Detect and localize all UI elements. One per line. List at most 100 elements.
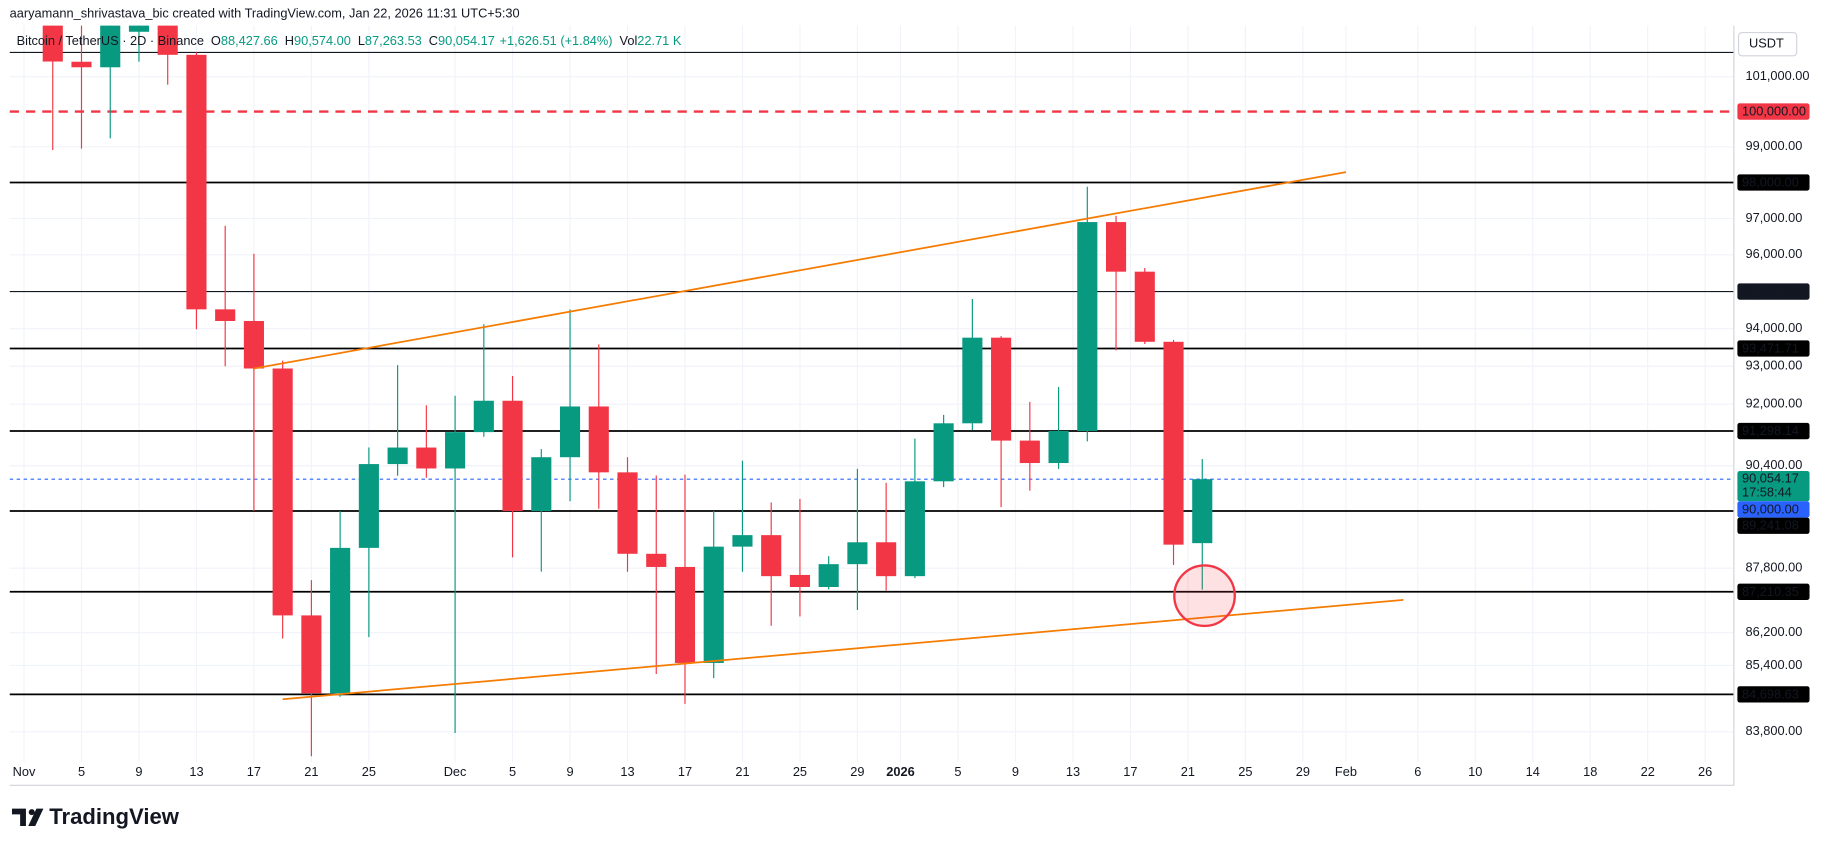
- candle-body: [1048, 430, 1069, 464]
- field-key: C: [429, 33, 438, 48]
- level-label-box: [1737, 583, 1810, 600]
- logo-mark: [28, 808, 44, 827]
- candle-body: [42, 25, 63, 62]
- field-key: O: [211, 33, 221, 48]
- x-tick-label: 6: [1414, 764, 1421, 779]
- symbol: Bitcoin / TetherUS · 2D · Binance: [17, 33, 204, 48]
- candle-body: [186, 54, 207, 310]
- x-tick-label: 25: [793, 764, 807, 779]
- level-label: 91,298.14: [1742, 423, 1799, 438]
- y-tick-label: 94,000.00: [1746, 320, 1803, 335]
- credit: aaryamann_shrivastava_bic created with T…: [10, 5, 520, 20]
- candle-body: [1192, 479, 1213, 544]
- x-tick-label: 18: [1583, 764, 1597, 779]
- candle-body: [847, 542, 868, 565]
- candle-body: [71, 61, 92, 68]
- level-label-box: [1737, 517, 1810, 534]
- field-key: L: [358, 33, 365, 48]
- y-tick-label: 97,000.00: [1746, 210, 1803, 225]
- currency: USDT: [1749, 36, 1784, 51]
- candle-body: [617, 472, 638, 554]
- candle-body: [703, 546, 724, 663]
- level-label-box: [1737, 686, 1810, 703]
- y-tick-label: 83,800.00: [1746, 723, 1803, 738]
- level-label: 89,241.08: [1742, 518, 1799, 533]
- y-tick-label: 87,800.00: [1746, 560, 1803, 575]
- candle-body: [272, 368, 293, 616]
- level-label: 98,000.00: [1742, 174, 1799, 189]
- volume-value: 22.71 K: [637, 33, 682, 48]
- candle-body: [502, 400, 523, 512]
- level-label-box: [1737, 340, 1810, 357]
- y-tick-label: 92,000.00: [1746, 396, 1803, 411]
- x-tick-label: 2026: [886, 764, 914, 779]
- candle-body: [646, 553, 667, 567]
- candle-body: [991, 337, 1012, 441]
- candle-body: [1105, 222, 1127, 272]
- x-tick-label: 29: [850, 764, 864, 779]
- x-tick-label: 25: [362, 764, 376, 779]
- level-label: 87,210.35: [1742, 584, 1799, 599]
- price-labels: USDT 100,000.00 98,000.00 95,000.00 93,471.7…: [1737, 31, 1810, 703]
- candle-body: [962, 337, 983, 424]
- x-tick-label: Nov: [13, 764, 36, 779]
- field-key: H: [285, 33, 294, 48]
- x-tick-label: 5: [78, 764, 85, 779]
- level-label-box: [1737, 174, 1810, 191]
- x-tick-label: 17: [247, 764, 261, 779]
- brand: TradingView: [49, 804, 180, 829]
- candle-body: [904, 481, 925, 577]
- x-tick-label: 13: [1066, 764, 1080, 779]
- x-tick-label: 13: [189, 764, 203, 779]
- logo-mark: [11, 808, 26, 827]
- y-tick-label: 93,000.00: [1746, 358, 1803, 373]
- x-tick-label: 9: [135, 764, 142, 779]
- alert-label: 90,000.00: [1742, 501, 1799, 516]
- x-tick-label: 5: [509, 764, 516, 779]
- field-value: 90,054.17: [438, 33, 495, 48]
- symbol-header: Bitcoin / TetherUS · 2D · Binance O88,427…: [17, 33, 682, 48]
- y-tick-label: 99,000.00: [1746, 138, 1803, 153]
- candle-body: [330, 547, 351, 694]
- level-label: 84,698.63: [1742, 686, 1799, 701]
- level-label: 100,000.00: [1742, 104, 1806, 119]
- x-tick-label: 25: [1238, 764, 1252, 779]
- candle-body: [674, 566, 696, 663]
- field-value: 88,427.66: [221, 33, 278, 48]
- level-label: 95,000.00: [1742, 284, 1799, 299]
- candle-body: [100, 25, 121, 68]
- x-tick-label: Feb: [1335, 764, 1357, 779]
- candle-body: [387, 447, 408, 465]
- level-label: 93,471.71: [1742, 340, 1799, 355]
- y-tick-label: 101,000.00: [1746, 68, 1810, 83]
- candle-body: [531, 457, 552, 512]
- x-tick-label: 9: [1012, 764, 1019, 779]
- x-tick-label: 5: [954, 764, 961, 779]
- candle-body: [243, 320, 264, 369]
- last-price-box: [1737, 471, 1810, 502]
- alert-label-box: [1737, 501, 1810, 518]
- x-tick-label: 21: [304, 764, 318, 779]
- highlight-circle: [1173, 564, 1236, 628]
- level-label-box: [1737, 422, 1810, 440]
- plot-area: [9, 25, 1734, 757]
- candle-body: [215, 309, 236, 321]
- y-tick-label: 96,000.00: [1746, 246, 1803, 261]
- x-tick-label: 29: [1296, 764, 1310, 779]
- candle-body: [789, 574, 810, 587]
- candle-body: [358, 464, 379, 548]
- y-tick-label: 85,400.00: [1746, 657, 1803, 672]
- countdown: 17:58:44: [1742, 485, 1792, 500]
- x-tick-label: 22: [1641, 764, 1655, 779]
- candle-body: [876, 542, 897, 577]
- candle-body: [128, 25, 150, 32]
- x-tick-label: 26: [1698, 764, 1712, 779]
- candle-body: [301, 615, 322, 694]
- trendline: [282, 599, 1404, 701]
- level-label-box: [1737, 103, 1810, 120]
- x-tick-label: 14: [1526, 764, 1540, 779]
- last-price-label: 90,054.17: [1742, 471, 1799, 486]
- volume-key: Vol: [620, 33, 638, 48]
